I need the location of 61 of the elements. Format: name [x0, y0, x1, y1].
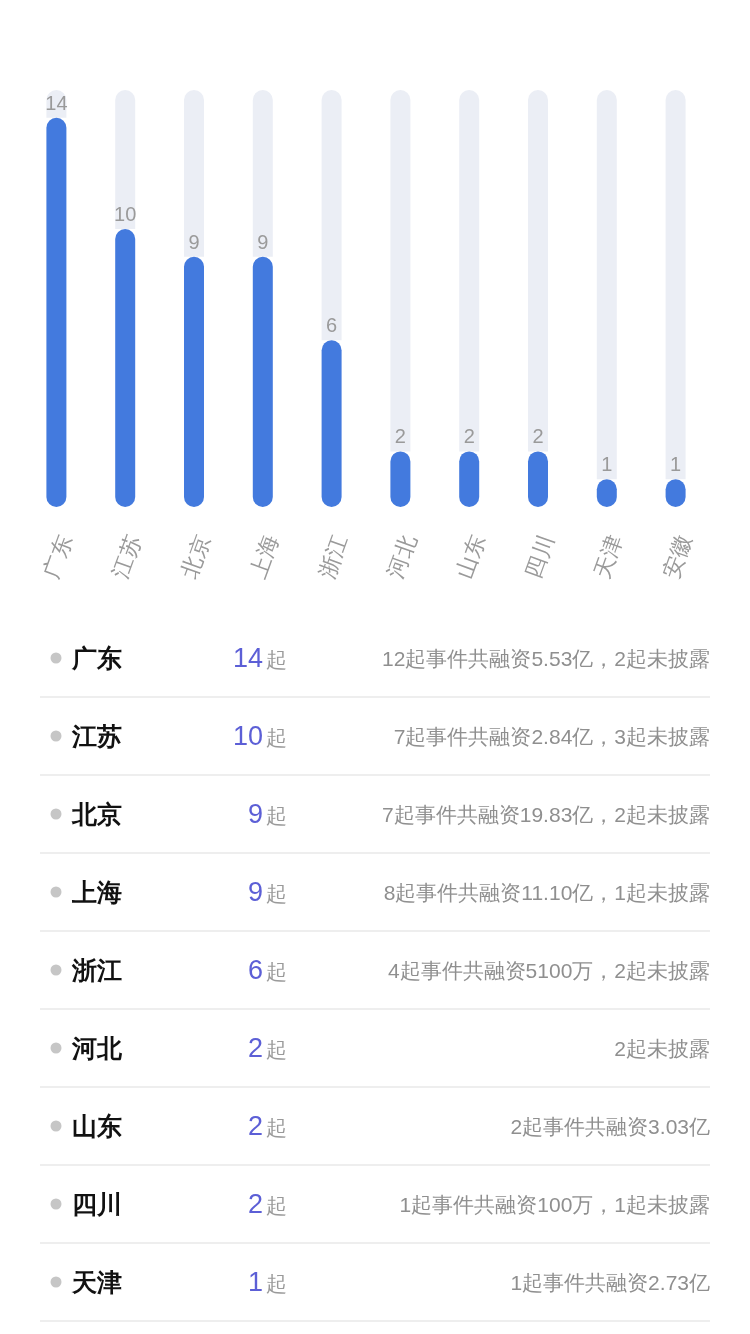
data-label: 9: [257, 230, 269, 253]
data-label: 14起: [232, 643, 287, 673]
bar: [184, 90, 204, 257]
category-label: 广东: [71, 644, 122, 672]
x-tick-label: 山东: [451, 531, 490, 582]
bar: [390, 90, 411, 452]
data-label: 2起: [247, 1189, 287, 1219]
text: 12起事件共融资5.53亿，2起未披露: [382, 647, 710, 670]
text: 2起未披露: [614, 1037, 710, 1060]
category-label: 山东: [72, 1112, 122, 1140]
data-label: 2: [463, 425, 475, 448]
category-label: 河北: [71, 1034, 123, 1062]
x-tick-label: 四川: [520, 531, 559, 582]
category-label: 上海: [71, 878, 122, 906]
x-tick-label: 河北: [382, 531, 422, 582]
bar: [459, 90, 480, 452]
data-label: 1: [601, 453, 613, 476]
x-tick-label: 天津: [589, 531, 628, 582]
data-label: 2起: [247, 1111, 287, 1141]
category-label: 北京: [71, 800, 122, 828]
data-label: 10起: [232, 721, 287, 751]
data-label: 10: [114, 203, 137, 225]
x-tick-label: 广东: [38, 531, 78, 582]
data-label: 2: [394, 425, 406, 448]
data-label: 6: [326, 314, 338, 337]
category-label: 浙江: [71, 956, 122, 984]
bar: [321, 340, 342, 507]
bar: [115, 90, 136, 229]
text: 4起事件共融资5100万，2起未披露: [387, 959, 710, 982]
data-label: 6起: [247, 955, 287, 985]
text: 2起事件共融资3.03亿: [510, 1115, 710, 1138]
x-tick-label: 北京: [176, 531, 215, 582]
x-tick-label: 上海: [245, 531, 284, 582]
category-label: 江苏: [71, 722, 122, 750]
bar: [665, 90, 686, 480]
bar: [115, 229, 136, 507]
text: 7起事件共融资2.84亿，3起未披露: [393, 725, 710, 748]
data-label: 2: [532, 425, 544, 448]
text: 8起事件共融资11.10亿，1起未披露: [383, 881, 710, 904]
bar: [528, 90, 548, 452]
data-label: 9起: [247, 877, 287, 907]
text: 1起事件共融资2.73亿: [510, 1271, 710, 1294]
bar: [252, 90, 273, 257]
text: 7起事件共融资19.83亿，2起未披露: [382, 803, 710, 826]
x-tick-label: 江苏: [107, 531, 146, 582]
data-label: 2起: [247, 1033, 287, 1063]
bar: [184, 256, 204, 507]
data-label: 9起: [247, 799, 287, 829]
category-label: 四川: [72, 1190, 122, 1218]
x-tick-label: 浙江: [313, 531, 353, 582]
bar: [252, 256, 273, 507]
x-tick-label: 安徽: [657, 531, 697, 582]
data-label: 9: [188, 230, 200, 253]
text: 1起事件共融资100万，1起未披露: [399, 1193, 710, 1216]
data-label: 1: [670, 453, 682, 476]
bar: [596, 90, 617, 480]
data-label: 14: [45, 91, 68, 114]
bar: [321, 90, 342, 341]
bar: [46, 117, 67, 507]
category-label: 天津: [71, 1268, 122, 1296]
data-label: 1起: [247, 1267, 287, 1297]
